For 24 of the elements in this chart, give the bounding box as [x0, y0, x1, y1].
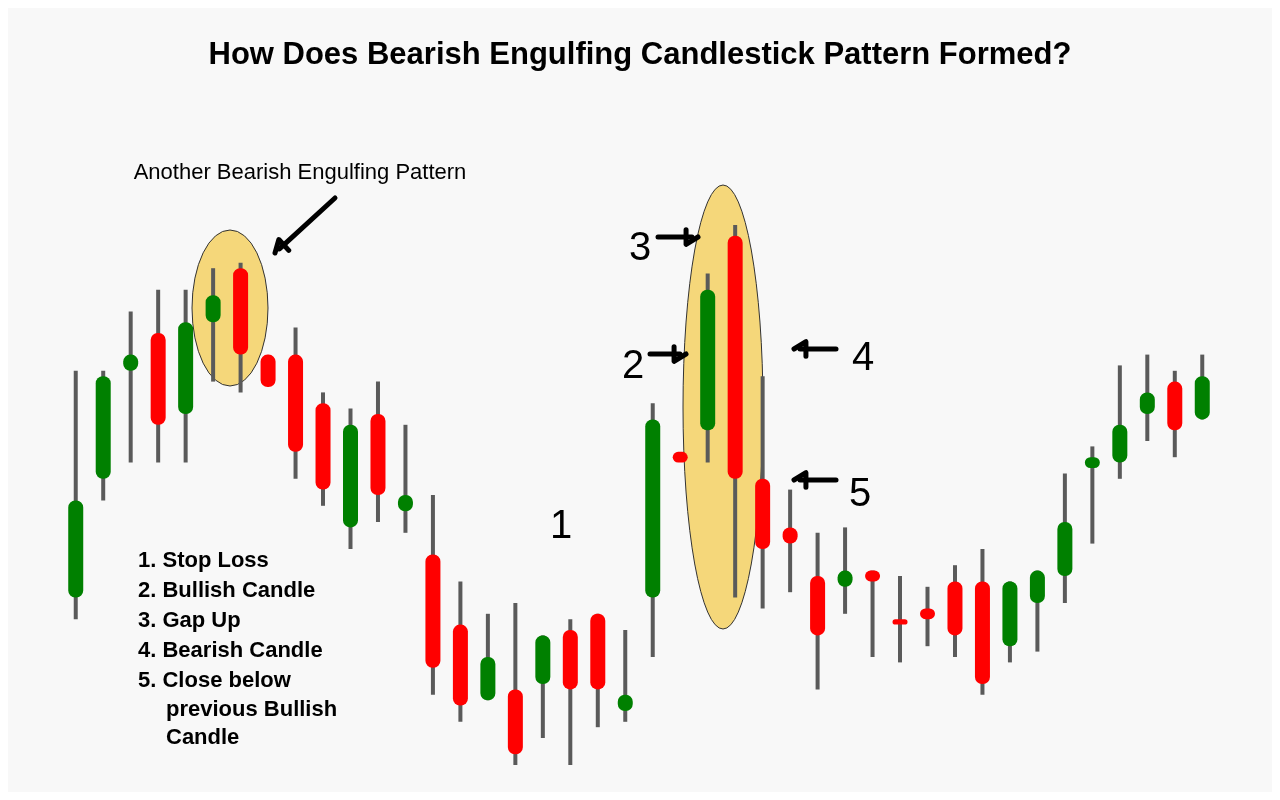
candlestick	[397, 424, 413, 533]
annotation: 1. Stop Loss	[138, 546, 269, 574]
annotation: 5	[848, 469, 872, 516]
candlestick	[782, 489, 798, 593]
text: Another Bearish Engulfing Pattern	[133, 158, 467, 186]
candlestick	[123, 311, 139, 463]
candlestick	[920, 586, 935, 647]
candlestick	[1084, 446, 1100, 544]
annotation: 2	[621, 341, 645, 388]
candlestick	[672, 451, 688, 463]
candlestick	[865, 570, 881, 657]
annotation: 5. Close below previous Bullish Candle	[138, 666, 339, 752]
annotation: 2. Bullish Candle	[138, 576, 316, 604]
annotation: 4. Bearish Candle	[138, 636, 323, 664]
candlestick	[892, 576, 908, 663]
candlestick	[1139, 354, 1155, 441]
candlestick	[837, 527, 853, 614]
annotation: 3. Gap Up	[138, 606, 241, 634]
annotation: 4	[851, 333, 875, 380]
annotation: 1	[549, 501, 573, 548]
annotation: 3	[628, 223, 652, 270]
candlestick	[617, 630, 633, 722]
candlestick	[260, 354, 276, 387]
chart-title: How Does Bearish Engulfing Candlestick Pattern Formed?	[207, 36, 1073, 72]
